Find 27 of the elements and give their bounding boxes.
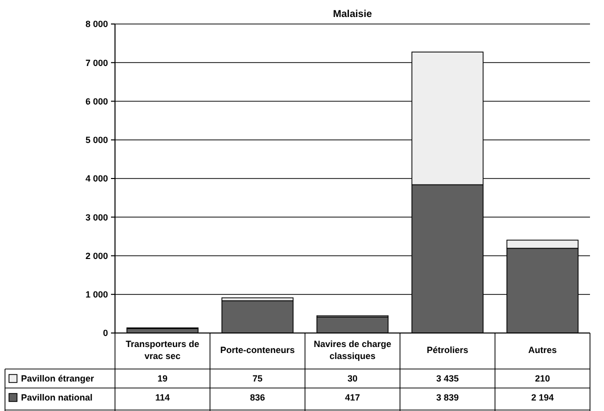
y-tick-label: 3 000 xyxy=(85,212,108,222)
y-tick-label: 7 000 xyxy=(85,58,108,68)
x-tick-label: Pétroliers xyxy=(426,345,468,355)
x-tick-label: Navires de charge classiques xyxy=(314,339,392,361)
legend-label: Pavillon étranger xyxy=(21,374,95,384)
x-tick-label: Autres xyxy=(528,345,557,355)
data-label: 30 xyxy=(347,374,358,384)
y-tick-label: 2 000 xyxy=(85,250,108,261)
chart-title: Malaisie xyxy=(333,9,372,20)
data-label: 836 xyxy=(250,392,266,403)
y-tick-label: 5 000 xyxy=(85,135,108,146)
y-tick-label: 0 xyxy=(102,328,108,338)
data-label: 3 839 xyxy=(436,392,459,403)
data-label: 2 194 xyxy=(531,392,554,403)
data-label: 75 xyxy=(252,374,263,384)
data-label: 417 xyxy=(344,392,360,403)
y-tick-label: 8 000 xyxy=(85,19,108,30)
y-tick-label: 4 000 xyxy=(85,174,108,184)
data-label: 114 xyxy=(155,392,170,403)
y-tick-label: 6 000 xyxy=(85,96,108,106)
x-tick-label: Transporteurs de vrac sec xyxy=(126,339,200,361)
legend-label: Pavillon national xyxy=(21,392,93,403)
data-label: 19 xyxy=(157,374,168,384)
y-tick-label: 1 000 xyxy=(85,290,108,300)
x-tick-label: Porte-conteneurs xyxy=(220,345,295,355)
data-label: 210 xyxy=(534,374,550,384)
data-label: 3 435 xyxy=(436,374,459,384)
